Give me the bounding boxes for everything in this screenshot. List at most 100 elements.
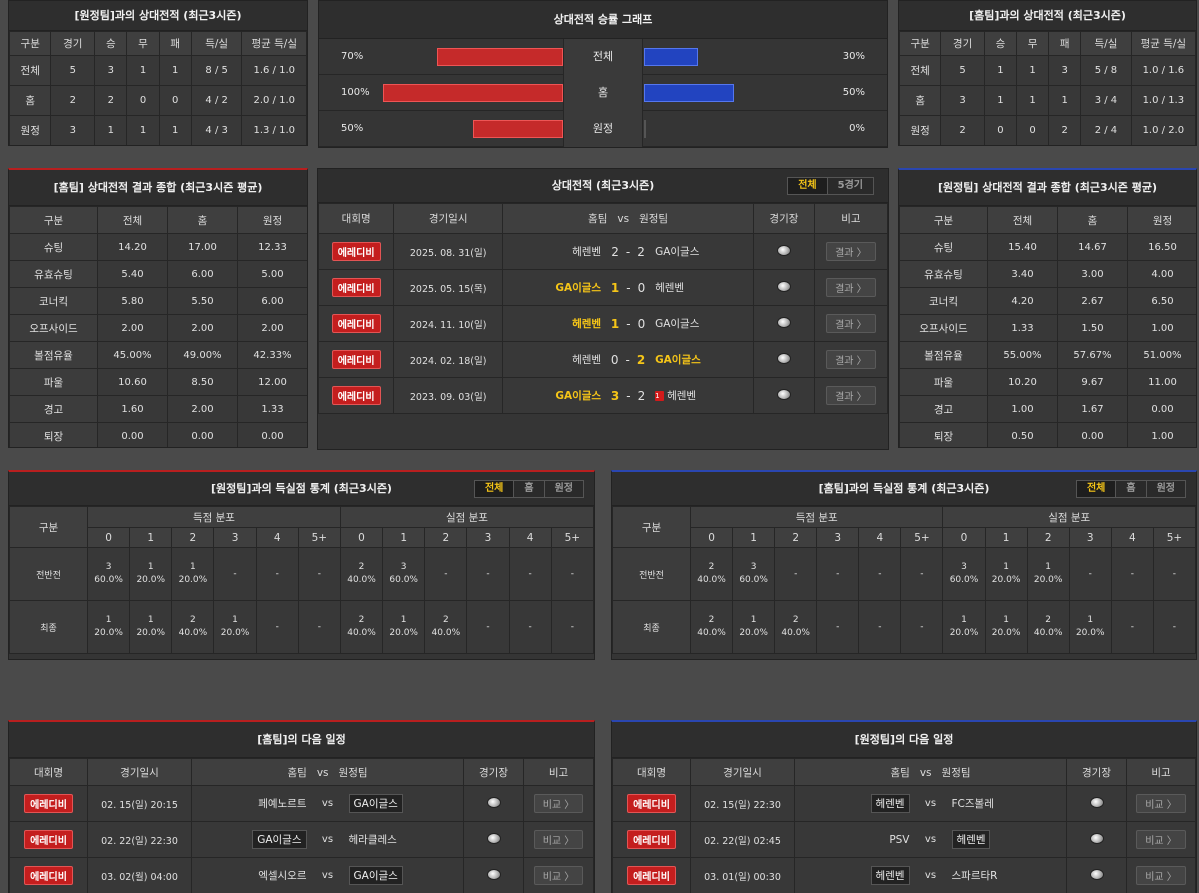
score-line: 헤렌벤 1-0 GA이글스 [509, 316, 747, 331]
away-team[interactable]: 헤렌벤 [655, 282, 685, 294]
team-name-box: 헤렌벤 [951, 830, 991, 849]
compare-button[interactable]: 비교 〉 [533, 866, 584, 885]
tab-all[interactable]: 전체 [474, 481, 515, 497]
venue-cell [463, 821, 524, 858]
away-team[interactable]: GA이글스 [348, 794, 461, 813]
away-team[interactable]: GA이글스 [655, 354, 701, 366]
column-header-league: 대회명 [612, 758, 691, 786]
away-team[interactable]: 스파르타R [951, 870, 998, 882]
graph-row: 70% 전체 30% [319, 39, 887, 75]
home-team[interactable]: 헤렌벤 [798, 866, 910, 885]
away-team[interactable]: FC즈볼레 [951, 798, 994, 810]
home-team[interactable]: 엑셀시오르 [258, 870, 307, 882]
away-team[interactable]: GA이글스 [655, 246, 700, 258]
home-team[interactable]: GA이글스 [195, 830, 307, 849]
column-header-league: 대회명 [318, 203, 395, 234]
result-button[interactable]: 결과 〉 [826, 242, 876, 261]
home-team[interactable]: GA이글스 [555, 282, 602, 294]
venue-cell [753, 233, 815, 270]
home-team[interactable]: 헤렌벤 [798, 794, 910, 813]
result-button[interactable]: 결과 〉 [826, 350, 876, 369]
tab-home[interactable]: 홈 [1116, 481, 1147, 497]
venue-cell [1066, 785, 1127, 822]
away-team[interactable]: GA이글스 [655, 318, 700, 330]
stadium-icon[interactable] [776, 316, 791, 328]
stat-value: 5.40 [97, 260, 168, 288]
venue-cell [753, 377, 815, 414]
goal-count: 1 [1003, 615, 1009, 625]
compare-button[interactable]: 비교 〉 [1136, 794, 1186, 813]
stadium-icon[interactable] [776, 352, 791, 364]
compare-button[interactable]: 비교 〉 [533, 794, 584, 813]
match-row: 에레디비 2025. 05. 15(목) GA이글스 1-0 헤렌벤 결과 〉 [318, 269, 888, 306]
league-badge[interactable]: 에레디비 [627, 866, 676, 885]
home-h2h-title: [홈팀]과의 상대전적 (최근3시즌) [899, 1, 1196, 31]
league-badge[interactable]: 에레디비 [331, 242, 381, 261]
scored-header: 득점 분포 [689, 506, 944, 528]
compare-button[interactable]: 비교 〉 [1136, 866, 1186, 885]
stadium-icon[interactable] [1089, 796, 1104, 808]
goal-count: - [836, 621, 840, 632]
match-row: 에레디비 2025. 08. 31(일) 헤렌벤 2-2 GA이글스 결과 〉 [318, 233, 888, 270]
tab-away[interactable]: 원정 [1156, 483, 1175, 494]
league-badge[interactable]: 에레디비 [627, 830, 676, 849]
home-next-table: 대회명 경기일시 홈팀 vs 원정팀 경기장 비고 에레디비 02. 15(일) 20:15… [9, 758, 594, 893]
home-team[interactable]: 헤렌벤 [572, 354, 602, 366]
result-button[interactable]: 결과 〉 [826, 314, 876, 333]
stadium-icon[interactable] [1089, 832, 1104, 844]
home-team[interactable]: 페예노르트 [258, 798, 307, 810]
row-label: 전체 [899, 55, 942, 86]
result-button[interactable]: 결과 〉 [826, 278, 876, 297]
league-badge[interactable]: 에레디비 [24, 794, 73, 813]
stadium-icon[interactable] [1089, 868, 1104, 880]
stadium-icon[interactable] [486, 796, 501, 808]
match-teams: GA이글스 3-2 1 헤렌벤 [502, 377, 755, 414]
header-row: 대회명 경기일시 홈팀 vs 원정팀 경기장 비고 [9, 758, 594, 786]
tab-all[interactable]: 전체 [788, 178, 828, 194]
goal-cell: 2 40.0% [424, 600, 468, 654]
tab-all[interactable]: 전체 [1076, 481, 1117, 497]
stadium-icon[interactable] [486, 868, 501, 880]
league-badge[interactable]: 에레디비 [331, 386, 381, 405]
conceded-header: 실점 분포 [339, 506, 594, 528]
stadium-icon[interactable] [486, 832, 501, 844]
home-team[interactable]: 헤렌벤 [572, 318, 602, 330]
home-team[interactable]: 헤렌벤 [572, 246, 602, 258]
away-score: 2 [636, 352, 646, 367]
goal-count-header: 3 [213, 527, 257, 548]
result-button[interactable]: 결과 〉 [826, 386, 876, 405]
home-goals-title-text: [홈팀]과의 득실점 통계 (최근3시즌) [818, 482, 990, 495]
col-vs: vs [919, 766, 932, 779]
home-team[interactable]: PSV [889, 833, 910, 846]
goal-count: 1 [147, 615, 154, 625]
tab-5-games[interactable]: 5경기 [837, 180, 863, 191]
away-team[interactable]: 헤라클레스 [348, 834, 397, 846]
league-badge[interactable]: 에레디비 [24, 866, 73, 885]
goal-cell: - [466, 600, 510, 654]
league-badge[interactable]: 에레디비 [24, 830, 73, 849]
compare-button[interactable]: 비교 〉 [533, 830, 584, 849]
league-badge[interactable]: 에레디비 [331, 350, 381, 369]
home-team[interactable]: GA이글스 [555, 390, 602, 402]
stat-value: 2 / 4 [1080, 115, 1132, 145]
league-badge[interactable]: 에레디비 [331, 314, 381, 333]
away-team[interactable]: GA이글스 [348, 866, 461, 885]
away-team[interactable]: 헤렌벤 [667, 390, 697, 402]
goal-cell: - [1068, 547, 1112, 601]
stadium-icon[interactable] [776, 244, 791, 256]
col-away: 원정팀 [639, 213, 669, 225]
league-badge[interactable]: 에레디비 [627, 794, 676, 813]
goal-count: 1 [232, 615, 238, 625]
stadium-icon[interactable] [776, 280, 791, 292]
tab-away[interactable]: 원정 [554, 483, 573, 494]
graph-row-label: 원정 [563, 111, 643, 147]
league-badge[interactable]: 에레디비 [331, 278, 381, 297]
stat-value: 2.67 [1057, 287, 1128, 315]
stat-value: 0 [126, 85, 160, 116]
schedule-row: 에레디비 02. 15(일) 20:15 페예노르트 vs GA이글스 비교 〉 [9, 785, 594, 822]
compare-button[interactable]: 비교 〉 [1136, 830, 1186, 849]
stadium-icon[interactable] [776, 388, 791, 400]
tab-home[interactable]: 홈 [514, 481, 545, 497]
away-team[interactable]: 헤렌벤 [951, 830, 1064, 849]
stat-value: 14.67 [1057, 233, 1128, 261]
